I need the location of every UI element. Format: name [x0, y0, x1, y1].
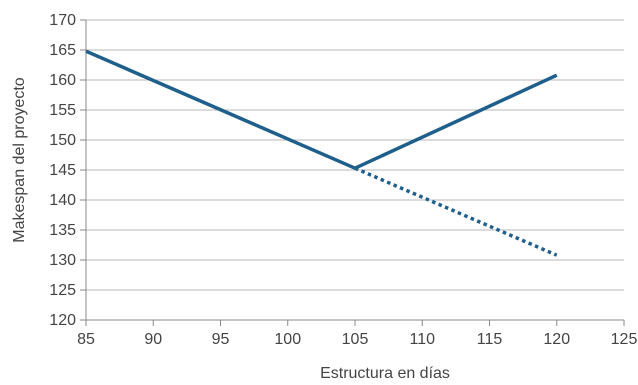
solid-series-line: [85, 49, 356, 170]
y-axis-ticks: 120 125 130 135 140 145 150 155 160 165 170: [49, 12, 86, 329]
x-tick-label: 90: [144, 331, 162, 348]
y-tick-label: 145: [49, 162, 76, 179]
y-tick-label: 150: [49, 132, 76, 149]
x-tick-label: 110: [409, 331, 435, 348]
y-tick-label: 130: [49, 252, 76, 269]
x-tick-label: 125: [611, 331, 638, 348]
y-tick-label: 120: [49, 312, 76, 329]
y-tick-label: 125: [49, 282, 76, 299]
x-tick-label: 120: [543, 331, 570, 348]
x-tick-label: 95: [212, 331, 230, 348]
x-tick-label: 115: [477, 331, 503, 348]
y-tick-label: 140: [49, 192, 76, 209]
y-tick-label: 155: [49, 102, 76, 119]
solid-series-line: [354, 73, 558, 170]
data-series: [85, 49, 558, 257]
dotted-series-line: [354, 166, 558, 257]
x-tick-label: 100: [274, 331, 301, 348]
x-tick-label: 85: [77, 331, 95, 348]
x-axis-ticks: 85 90 95 100 105 110 115 120 125: [77, 320, 637, 348]
x-tick-label: 105: [342, 331, 369, 348]
y-tick-label: 165: [49, 42, 76, 59]
y-tick-label: 170: [49, 12, 76, 29]
y-tick-label: 160: [49, 72, 76, 89]
y-tick-label: 135: [49, 222, 76, 239]
x-axis-title: Estructura en días: [320, 365, 450, 382]
y-axis-title: Makespan del proyecto: [11, 77, 28, 243]
